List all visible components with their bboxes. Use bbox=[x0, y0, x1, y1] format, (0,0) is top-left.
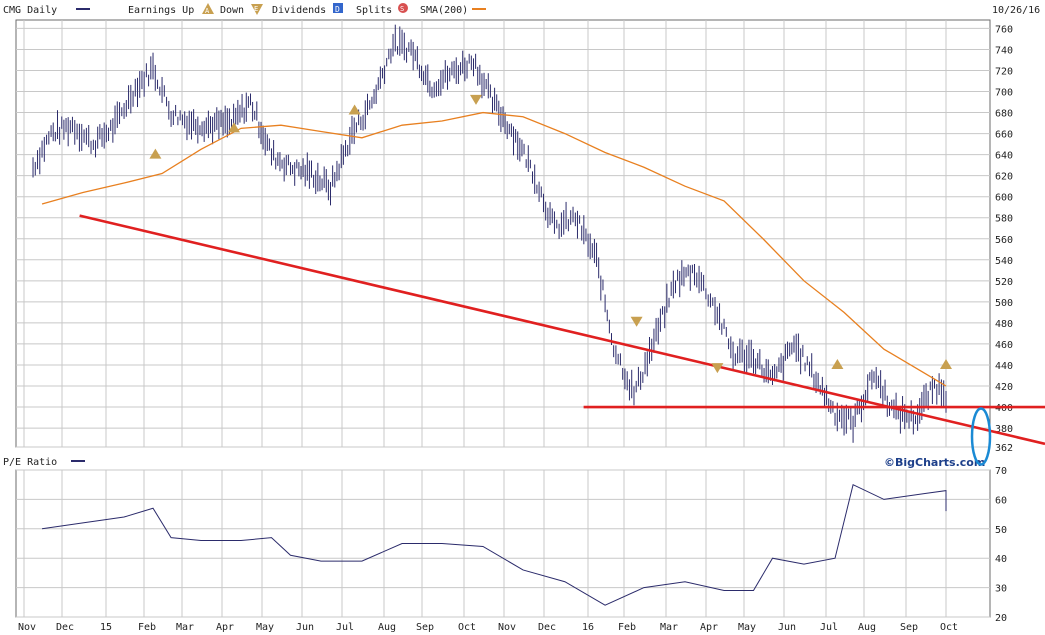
earnings-down-marker bbox=[470, 94, 482, 105]
pe-panel-frame bbox=[15, 469, 991, 618]
price-tick-label: 362 bbox=[995, 443, 1013, 454]
price-tick-label: 700 bbox=[995, 88, 1013, 99]
price-tick-label: 620 bbox=[995, 172, 1013, 183]
svg-text:S: S bbox=[400, 5, 404, 13]
price-tick-label: 560 bbox=[995, 235, 1013, 246]
price-tick-label: 600 bbox=[995, 193, 1013, 204]
dividends-label: Dividends bbox=[272, 5, 326, 16]
earnings-up-marker bbox=[348, 104, 361, 115]
price-tick-label: 680 bbox=[995, 109, 1013, 120]
chart-date: 10/26/16 bbox=[992, 5, 1040, 16]
pe-tick-label: 30 bbox=[995, 584, 1007, 595]
x-tick-label: Jun bbox=[296, 622, 314, 633]
x-tick-label: Jun bbox=[778, 622, 796, 633]
earnings-up-label: Earnings Up bbox=[128, 5, 194, 16]
x-tick-label: Mar bbox=[660, 622, 678, 633]
dividends-icon: D bbox=[333, 3, 343, 14]
price-tick-label: 420 bbox=[995, 382, 1013, 393]
x-tick-label: Nov bbox=[498, 622, 516, 633]
pe-y-axis: 20 30 40 50 60 70 bbox=[995, 466, 1007, 624]
bigcharts-brand: ©BigCharts.com bbox=[884, 456, 985, 469]
x-tick-label: Sep bbox=[416, 622, 434, 633]
price-y-axis: 362 380 400 420 440 460 480 500 520 540 560 580 600 6… bbox=[995, 24, 1013, 454]
pe-panel-title: P/E Ratio bbox=[3, 457, 57, 468]
price-tick-label: 720 bbox=[995, 66, 1013, 77]
earnings-down-marker bbox=[630, 316, 643, 327]
price-tick-label: 520 bbox=[995, 277, 1013, 288]
pe-tick-label: 40 bbox=[995, 554, 1007, 565]
earnings-up-marker bbox=[228, 122, 240, 133]
x-tick-label: Apr bbox=[700, 622, 718, 633]
price-tick-label: 640 bbox=[995, 151, 1013, 162]
sma-label: SMA(200) bbox=[420, 5, 468, 16]
svg-text:E: E bbox=[254, 5, 258, 13]
x-tick-label: May bbox=[256, 622, 274, 633]
pe-tick-label: 50 bbox=[995, 525, 1007, 536]
chart-legend: CMG Daily Earnings Up A Down E Dividends… bbox=[3, 3, 1040, 16]
pe-series bbox=[41, 483, 947, 606]
x-tick-label: Dec bbox=[56, 622, 74, 633]
x-tick-label: Dec bbox=[538, 622, 556, 633]
earnings-up-marker bbox=[149, 148, 162, 159]
x-tick-label: Oct bbox=[458, 622, 476, 633]
x-tick-label: Feb bbox=[138, 622, 156, 633]
ticker-label: CMG Daily bbox=[3, 5, 57, 16]
earnings-down-label: Down bbox=[220, 5, 244, 16]
svg-text:A: A bbox=[205, 7, 210, 15]
x-axis: Nov Dec 15 Feb Mar Apr May Jun Jul Aug Sep Oct Nov De… bbox=[18, 622, 958, 633]
x-tick-label: Mar bbox=[176, 622, 194, 633]
price-tick-label: 440 bbox=[995, 361, 1013, 372]
earnings-up-marker bbox=[940, 358, 952, 369]
x-tick-label: Apr bbox=[216, 622, 234, 633]
svg-text:D: D bbox=[335, 5, 340, 14]
highlight-ellipse bbox=[970, 407, 992, 466]
x-tick-label: Aug bbox=[858, 622, 876, 633]
price-tick-label: 760 bbox=[995, 24, 1013, 35]
price-tick-label: 460 bbox=[995, 340, 1013, 351]
sma-series bbox=[41, 111, 947, 387]
earnings-down-icon: E bbox=[251, 4, 263, 15]
price-tick-label: 740 bbox=[995, 45, 1013, 56]
price-tick-label: 480 bbox=[995, 319, 1013, 330]
x-tick-label: Oct bbox=[940, 622, 958, 633]
pe-tick-label: 20 bbox=[995, 613, 1007, 624]
x-tick-label: 15 bbox=[100, 622, 112, 633]
x-tick-label: May bbox=[738, 622, 756, 633]
price-tick-label: 660 bbox=[995, 130, 1013, 141]
earnings-down-marker bbox=[711, 363, 724, 374]
splits-label: Splits bbox=[356, 5, 392, 16]
earnings-up-marker bbox=[831, 358, 844, 369]
price-tick-label: 580 bbox=[995, 214, 1013, 225]
x-tick-label: 16 bbox=[582, 622, 594, 633]
earnings-up-icon: A bbox=[202, 3, 214, 15]
highlight-annotation bbox=[970, 407, 992, 466]
x-tick-label: Sep bbox=[900, 622, 918, 633]
pe-line bbox=[41, 483, 947, 606]
sma-line bbox=[41, 111, 947, 387]
x-tick-label: Feb bbox=[618, 622, 636, 633]
x-tick-label: Jul bbox=[820, 622, 838, 633]
x-tick-label: Jul bbox=[336, 622, 354, 633]
earnings-markers bbox=[149, 94, 952, 374]
price-tick-label: 400 bbox=[995, 403, 1013, 414]
price-tick-label: 500 bbox=[995, 298, 1013, 309]
pe-tick-label: 70 bbox=[995, 466, 1007, 477]
trendlines bbox=[79, 214, 1045, 446]
price-tick-label: 380 bbox=[995, 424, 1013, 435]
x-tick-label: Nov bbox=[18, 622, 36, 633]
x-tick-label: Aug bbox=[378, 622, 396, 633]
price-tick-label: 540 bbox=[995, 256, 1013, 267]
splits-icon: S bbox=[398, 3, 408, 13]
pe-tick-label: 60 bbox=[995, 495, 1007, 506]
